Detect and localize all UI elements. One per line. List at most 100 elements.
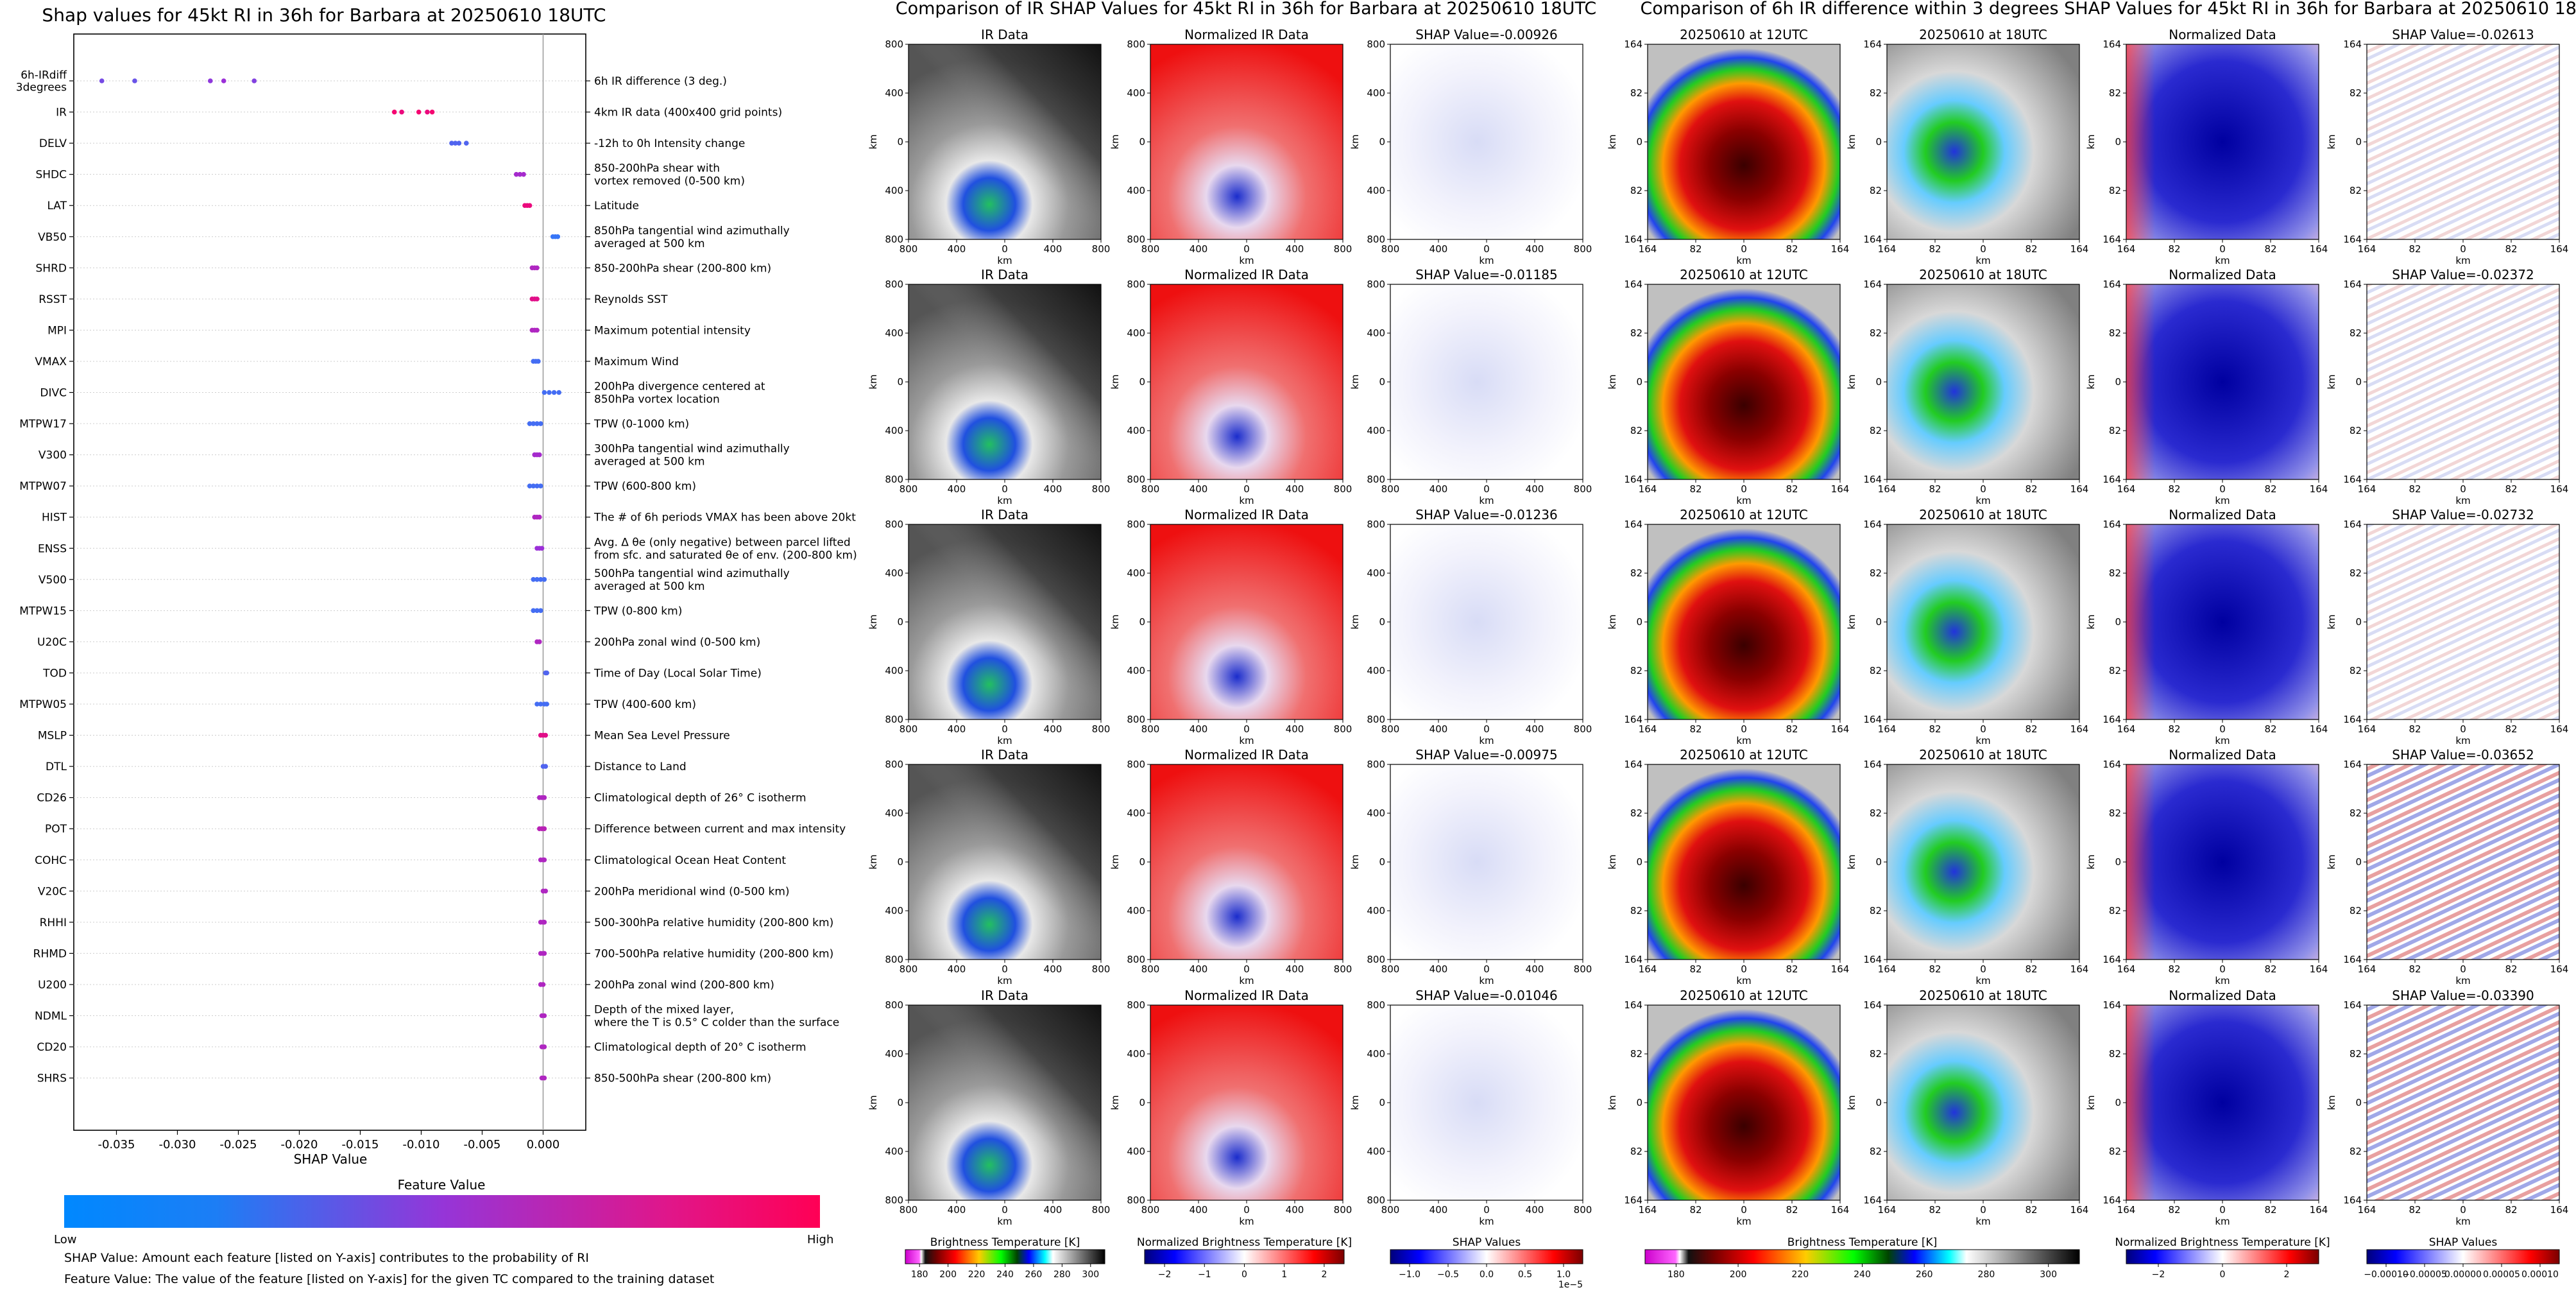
colorbar-label: SHAP Values xyxy=(1453,1236,1521,1249)
shap-point xyxy=(449,141,454,146)
panel-title: SHAP Value=-0.03652 xyxy=(2392,747,2534,762)
x-tick-label: 82 xyxy=(2264,483,2276,495)
panel-title: IR Data xyxy=(981,27,1028,42)
y-tick-label: 0 xyxy=(2355,616,2362,628)
colorbar-tick-label: 0.5 xyxy=(1518,1270,1532,1280)
x-tick-label: 164 xyxy=(1639,1204,1657,1216)
feature-label: DTL xyxy=(46,761,67,773)
x-tick-label: 800 xyxy=(1141,243,1160,255)
panel-image xyxy=(1887,764,2079,960)
x-tick-label: 400 xyxy=(948,723,966,735)
x-tick-label: 164 xyxy=(2550,1204,2569,1216)
panel-title: SHAP Value=-0.00926 xyxy=(1415,27,1557,42)
panel-image xyxy=(1648,284,1840,479)
x-axis-label: km xyxy=(2215,495,2230,506)
y-tick-label: 400 xyxy=(1367,567,1385,579)
x-axis-label: km xyxy=(2215,1216,2230,1227)
x-tick-label: 82 xyxy=(1786,483,1798,495)
y-tick-label: 800 xyxy=(1127,519,1145,530)
panel-nir-row-3: Normalized IR Data8008004004000040040080… xyxy=(1109,507,1352,746)
x-tick-label: -0.030 xyxy=(158,1138,196,1151)
x-tick-label: 800 xyxy=(1092,723,1111,735)
colorbar-tick-label: 1.0 xyxy=(1557,1270,1571,1280)
panel-image xyxy=(1648,524,1840,719)
panel-shap2-row-3: SHAP Value=-0.02732164164828200828216416… xyxy=(2326,507,2568,746)
y-tick-label: 164 xyxy=(2103,714,2121,725)
y-tick-label: 82 xyxy=(1870,567,1882,579)
x-tick-label: 400 xyxy=(1429,723,1448,735)
y-tick-label: 800 xyxy=(1367,954,1385,965)
shap-point xyxy=(534,577,540,582)
x-tick-label: 82 xyxy=(2505,963,2517,975)
y-tick-label: 0 xyxy=(1636,376,1642,388)
panel-title: SHAP Value=-0.01185 xyxy=(1415,267,1557,282)
colorbar-tick-label: 280 xyxy=(1053,1270,1071,1280)
feature-label: CD20 xyxy=(37,1041,67,1054)
panel-title: 20250610 at 18UTC xyxy=(1919,988,2047,1003)
x-tick-label: 82 xyxy=(2025,243,2037,255)
feature-label: SHRS xyxy=(37,1072,67,1085)
x-tick-label: 164 xyxy=(1639,963,1657,975)
y-tick-label: 400 xyxy=(885,1146,903,1157)
feature-description: 500hPa tangential wind azimuthally averag… xyxy=(594,567,790,593)
colorbar xyxy=(1390,1249,1583,1264)
y-tick-label: 164 xyxy=(2343,39,2362,50)
x-tick-label: -0.025 xyxy=(219,1138,257,1151)
feature-label: RHHI xyxy=(40,917,67,929)
y-tick-label: 82 xyxy=(1870,1048,1882,1060)
y-tick-label: 0 xyxy=(897,1097,903,1108)
beeswarm-title: Shap values for 45kt RI in 36h for Barba… xyxy=(42,4,606,26)
y-tick-label: 82 xyxy=(1630,567,1642,579)
y-axis-label: km xyxy=(1846,614,1857,629)
shap-point xyxy=(540,982,546,987)
x-tick-label: 800 xyxy=(900,723,918,735)
feature-description: 200hPa divergence centered at 850hPa vort… xyxy=(594,381,765,406)
y-axis-label: km xyxy=(1349,1095,1361,1110)
panel-nd-row-1: Normalized Data1641648282008282164164kmk… xyxy=(2085,27,2328,266)
y-tick-label: 400 xyxy=(1127,1146,1145,1157)
y-tick-label: 82 xyxy=(2350,185,2362,196)
y-tick-label: 400 xyxy=(1367,425,1385,436)
y-tick-label: 0 xyxy=(2355,376,2362,388)
colorbar-tick-label: −2 xyxy=(1158,1270,1172,1280)
x-tick-labels: -0.035 -0.030 -0.025 -0.020 -0.015 -0.010 -0.0… xyxy=(98,1130,559,1151)
feature-description: TPW (0-1000 km) xyxy=(593,418,689,431)
panel-nd-row-2: Normalized Data1641648282008282164164kmk… xyxy=(2085,267,2328,506)
feature-description: 200hPa meridional wind (0-500 km) xyxy=(594,885,790,898)
y-axis-label: km xyxy=(2085,1095,2097,1110)
x-tick-label: 164 xyxy=(2117,723,2136,735)
x-tick-label: 82 xyxy=(1929,723,1941,735)
y-tick-label: 400 xyxy=(885,807,903,819)
colorbar-label: Normalized Brightness Temperature [K] xyxy=(1137,1236,1352,1249)
panel-title: IR Data xyxy=(981,747,1028,762)
panel-title: SHAP Value=-0.02372 xyxy=(2392,267,2534,282)
y-tick-label: 0 xyxy=(1139,136,1145,148)
colorbar-tick-label: 260 xyxy=(1025,1270,1043,1280)
x-tick-label: 400 xyxy=(1044,963,1062,975)
y-tick-label: 164 xyxy=(2103,999,2121,1011)
y-tick-label: 82 xyxy=(2109,807,2121,819)
colorbar xyxy=(1644,1249,2080,1264)
feature-label: SHRD xyxy=(36,262,67,275)
panel-shap2-row-1: SHAP Value=-0.02613164164828200828216416… xyxy=(2326,27,2568,266)
feature-label: U20C xyxy=(37,636,67,649)
x-tick-label: 82 xyxy=(1929,963,1941,975)
x-tick-label: 164 xyxy=(2070,483,2089,495)
x-tick-label: 82 xyxy=(2025,723,2037,735)
y-tick-label: 0 xyxy=(1379,856,1385,868)
shap-point xyxy=(521,171,526,177)
x-tick-label: 82 xyxy=(2025,483,2037,495)
x-tick-label: 164 xyxy=(2117,483,2136,495)
colorbar-tick-label: 2 xyxy=(1321,1270,1327,1280)
y-tick-label: 82 xyxy=(1870,665,1882,676)
colorbar-tick-label: 0 xyxy=(1241,1270,1247,1280)
x-tick-label: 400 xyxy=(1286,723,1304,735)
panel-image xyxy=(1887,284,2079,479)
panel-nir-row-2: Normalized IR Data8008004004000040040080… xyxy=(1109,267,1352,506)
y-axis-label: km xyxy=(2326,614,2337,629)
feature-label: DIVC xyxy=(40,387,67,400)
panel-nir-row-5: Normalized IR Data8008004004000040040080… xyxy=(1109,988,1352,1227)
panel-image xyxy=(2367,764,2559,960)
y-tick-label: 82 xyxy=(1870,905,1882,917)
